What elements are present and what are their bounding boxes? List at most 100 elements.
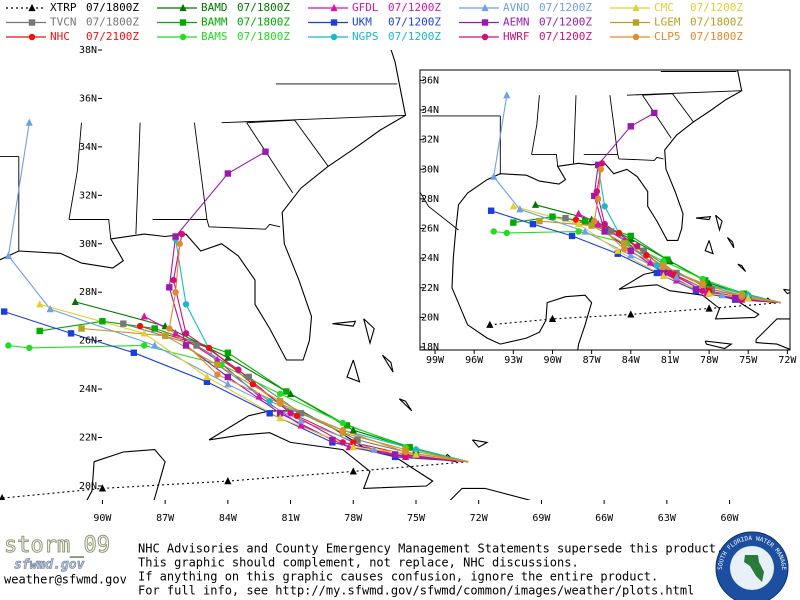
track-point <box>486 320 494 328</box>
track-point <box>213 355 222 364</box>
track-point <box>607 228 615 235</box>
legend-marker <box>632 3 640 12</box>
track-point <box>738 293 745 300</box>
y-tick-label: 32N <box>421 135 439 146</box>
track-point <box>594 219 602 228</box>
track-point <box>297 416 305 424</box>
track-point <box>627 232 634 240</box>
x-tick-label: 87W <box>156 513 175 524</box>
state-border <box>246 122 294 194</box>
track-point <box>699 275 706 283</box>
track-point <box>718 291 726 299</box>
x-tick-label: 96W <box>465 355 484 366</box>
track-point <box>597 166 604 173</box>
track-point <box>130 349 137 356</box>
coastline <box>704 240 714 255</box>
track-point <box>349 467 357 475</box>
track-point <box>276 414 284 422</box>
legend-marker <box>179 19 187 26</box>
x-tick-label: 78W <box>700 355 719 366</box>
legend-time: 07/1800Z <box>86 16 139 29</box>
track-point <box>205 344 213 352</box>
emblem-florida <box>744 555 764 582</box>
track-point <box>71 297 79 305</box>
track-point <box>614 246 622 254</box>
legend-time: 07/1800Z <box>237 16 290 29</box>
legend-name: HWRF <box>503 30 530 43</box>
x-tick-label: 81W <box>661 355 680 366</box>
track-point <box>171 329 180 337</box>
track-point <box>203 378 211 386</box>
coastline <box>755 318 790 350</box>
legend: XTRP 07/1800Z TVCN 07/1800Z NHC 07/2100Z BAMD 0… <box>6 1 743 43</box>
coastline <box>471 439 489 448</box>
state-border <box>68 122 82 220</box>
legend-name: AVNO <box>503 1 530 14</box>
legend-name: GFDL <box>352 1 379 14</box>
inset-map: 99W 96W 93W 90W 87W 84W 81W 78W 75W 72W 18N 20N 22N 2… <box>419 69 797 366</box>
track-point <box>235 366 242 373</box>
track-point <box>214 361 221 369</box>
coastline <box>347 525 389 537</box>
disclaimer-line: If anything on this graphic causes confu… <box>138 570 658 584</box>
track-point <box>664 256 671 263</box>
track-point <box>266 397 273 405</box>
x-tick-label: 75W <box>739 355 758 366</box>
y-tick-label: 28N <box>421 194 439 205</box>
track-point <box>297 421 305 429</box>
x-tick-label: 72W <box>470 513 489 524</box>
x-tick-label: 66W <box>595 513 614 524</box>
track-point <box>262 148 269 155</box>
coastline <box>346 359 361 383</box>
track-point <box>4 251 12 259</box>
x-tick-label: 84W <box>622 355 641 366</box>
track-point <box>601 220 608 228</box>
x-tick-label: 87W <box>583 355 602 366</box>
track-point <box>172 288 179 296</box>
y-tick-label: 30N <box>79 239 97 250</box>
y-tick-label: 34N <box>421 105 439 116</box>
legend-time: 07/1200Z <box>539 30 592 43</box>
y-tick-label: 36N <box>79 93 97 104</box>
y-tick-label: 20N <box>421 312 439 323</box>
track-point <box>249 381 257 388</box>
track-point <box>5 342 12 349</box>
track-point <box>172 233 179 240</box>
legend-time: 07/1200Z <box>539 1 592 14</box>
track-point <box>490 172 498 180</box>
track-line <box>7 122 469 463</box>
track-point <box>0 308 8 315</box>
track-point <box>659 271 668 280</box>
track-point <box>224 380 232 388</box>
track-point <box>224 477 232 485</box>
track-point <box>276 400 284 407</box>
track-line <box>4 311 469 463</box>
track-point <box>572 216 580 223</box>
y-tick-label: 24N <box>79 384 97 395</box>
legend-time: 07/2100Z <box>86 30 139 43</box>
track-point <box>412 446 420 453</box>
legend-name: BAMM <box>201 16 228 29</box>
track-point <box>141 342 148 349</box>
track-point <box>598 160 606 167</box>
state-border <box>626 90 742 96</box>
y-tick-label: 20N <box>79 481 97 492</box>
y-tick-label: 26N <box>79 336 97 347</box>
state-border <box>420 191 459 231</box>
state-border <box>246 119 329 167</box>
track-point <box>601 203 608 210</box>
track-point <box>182 301 190 308</box>
track-line <box>513 216 782 304</box>
y-tick-label: 32N <box>79 190 97 201</box>
track-point <box>67 330 75 337</box>
coastline <box>737 263 747 272</box>
track-point <box>509 202 517 210</box>
x-tick-label: 99W <box>426 355 445 366</box>
state-border <box>531 153 559 167</box>
y-tick-label: 30N <box>421 164 439 175</box>
track-point <box>660 263 667 271</box>
y-tick-label: 34N <box>79 142 97 153</box>
coastline <box>0 50 407 500</box>
track-point <box>224 170 232 177</box>
legend-time: 07/1800Z <box>86 1 139 14</box>
